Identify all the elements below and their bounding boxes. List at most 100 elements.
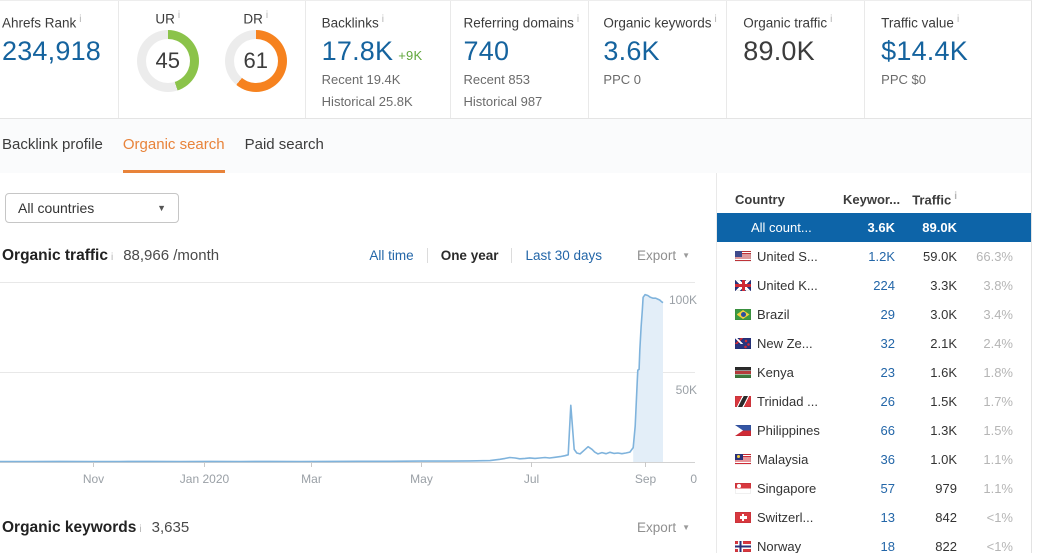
info-icon[interactable] [830, 14, 832, 25]
table-row[interactable]: Philippines 66 1.3K 1.5% [717, 416, 1031, 445]
country-traffic: 3.3K [930, 278, 957, 293]
country-filter-dropdown[interactable]: All countries [5, 193, 179, 223]
organic-traffic-chart[interactable]: 0 50K 100K Nov Jan 2020 Mar May Jul Sep [0, 282, 700, 490]
country-share: 66.3% [976, 249, 1013, 264]
table-row[interactable]: Singapore 57 979 1.1% [717, 474, 1031, 503]
col-country[interactable]: Country [735, 192, 785, 207]
country-share: <1% [986, 510, 1013, 525]
svg-text:Nov: Nov [83, 472, 104, 486]
export-traffic-button[interactable]: Export [637, 248, 690, 263]
country-traffic: 822 [935, 539, 957, 553]
metric-label: Ahrefs Rank [2, 15, 77, 31]
country-flag-icon [735, 541, 751, 552]
col-traffic[interactable]: Traffic [895, 191, 957, 207]
country-name: Singapore [757, 481, 817, 496]
metric-label: Traffic value [881, 15, 954, 31]
organic-traffic-header: Organic traffic 88,966 /month All time O… [0, 247, 690, 265]
table-row[interactable]: United K... 224 3.3K 3.8% [717, 271, 1031, 300]
country-keywords: 32 [880, 336, 895, 351]
countries-table-header: Country Keywor... Traffic [717, 186, 1031, 213]
country-share: 3.8% [983, 278, 1013, 293]
country-flag-icon [735, 512, 751, 523]
country-flag-icon [735, 251, 751, 262]
chevron-down-icon [682, 251, 690, 260]
svg-text:Mar: Mar [301, 472, 322, 486]
country-traffic: 3.0K [930, 307, 957, 322]
dr-donut: 61 [224, 29, 287, 92]
range-one-year[interactable]: One year [426, 248, 512, 263]
info-icon[interactable] [957, 14, 959, 25]
refdomains-recent: Recent 853 [463, 71, 531, 87]
country-filter-value: All countries [18, 200, 95, 216]
traffic-value-ppc: PPC $0 [881, 71, 926, 87]
tab-organic-search[interactable]: Organic search [122, 119, 225, 173]
dr-gauge: DR 61 [224, 1, 287, 118]
info-icon[interactable] [178, 10, 180, 21]
info-icon[interactable] [577, 14, 579, 25]
dr-value: 61 [243, 47, 268, 73]
tab-paid-search[interactable]: Paid search [244, 136, 324, 153]
metric-value: 3.6K [603, 35, 660, 66]
range-all-time[interactable]: All time [369, 248, 414, 263]
info-icon[interactable] [79, 14, 81, 25]
ur-gauge: UR 45 [136, 1, 199, 118]
range-last-30-days[interactable]: Last 30 days [511, 248, 615, 263]
table-row[interactable]: United S... 1.2K 59.0K 66.3% [717, 242, 1031, 271]
info-icon[interactable] [111, 252, 113, 263]
left-column: All countries Organic traffic 88,966 /mo… [0, 173, 716, 553]
country-keywords: 29 [880, 307, 895, 322]
country-name: Switzerl... [757, 510, 814, 525]
metrics-bar: Ahrefs Rank 234,918 UR 45 DR 61 Backlink… [0, 1, 1031, 119]
country-keywords: 1.2K [868, 249, 895, 264]
info-icon[interactable] [139, 524, 141, 535]
country-keywords: 18 [880, 539, 895, 553]
countries-panel: Country Keywor... Traffic All count... 3… [716, 173, 1031, 553]
table-row[interactable]: Brazil 29 3.0K 3.4% [717, 300, 1031, 329]
metric-value: 89.0K [743, 35, 815, 66]
metric-label: Backlinks [321, 15, 379, 31]
tab-backlink-profile[interactable]: Backlink profile [2, 136, 103, 153]
country-share: <1% [986, 539, 1013, 553]
country-flag-icon [735, 396, 751, 407]
table-row[interactable]: New Ze... 32 2.1K 2.4% [717, 329, 1031, 358]
country-share: 1.7% [983, 394, 1013, 409]
col-keywords[interactable]: Keywor... [843, 192, 901, 207]
country-keywords: 57 [880, 481, 895, 496]
svg-text:Jul: Jul [524, 472, 539, 486]
info-icon[interactable] [954, 191, 957, 202]
table-row[interactable]: Kenya 23 1.6K 1.8% [717, 358, 1031, 387]
export-keywords-button[interactable]: Export [637, 520, 690, 535]
metric-ahrefs-rank: Ahrefs Rank 234,918 [0, 1, 118, 118]
info-icon[interactable] [266, 10, 268, 21]
country-name: United S... [757, 249, 818, 264]
metric-value: 17.8K +9K [321, 35, 423, 66]
table-row[interactable]: Malaysia 36 1.0K 1.1% [717, 445, 1031, 474]
chevron-down-icon [682, 523, 690, 532]
country-name: All count... [751, 220, 812, 235]
info-icon[interactable] [382, 14, 384, 25]
country-share: 1.1% [983, 452, 1013, 467]
dr-label: DR [243, 11, 263, 27]
country-flag-icon [735, 454, 751, 465]
country-flag-icon [735, 367, 751, 378]
country-name: Philippines [757, 423, 820, 438]
country-keywords: 26 [880, 394, 895, 409]
table-row[interactable]: All count... 3.6K 89.0K [717, 213, 1031, 242]
country-share: 2.4% [983, 336, 1013, 351]
metric-label: Organic keywords [603, 15, 712, 31]
table-row[interactable]: Switzerl... 13 842 <1% [717, 503, 1031, 532]
metric-value: 740 [463, 35, 510, 66]
country-traffic: 59.0K [923, 249, 957, 264]
metric-ur-dr: UR 45 DR 61 [117, 1, 305, 118]
country-name: Trinidad ... [757, 394, 818, 409]
metric-traffic-value: Traffic value $14.4K PPC $0 [864, 1, 1031, 118]
country-traffic: 979 [935, 481, 957, 496]
country-traffic: 1.6K [930, 365, 957, 380]
country-name: Malaysia [757, 452, 809, 467]
country-name: Kenya [757, 365, 794, 380]
table-row[interactable]: Trinidad ... 26 1.5K 1.7% [717, 387, 1031, 416]
country-share: 3.4% [983, 307, 1013, 322]
table-row[interactable]: Norway 18 822 <1% [717, 532, 1031, 553]
country-flag-icon [735, 309, 751, 320]
info-icon[interactable] [714, 14, 716, 25]
